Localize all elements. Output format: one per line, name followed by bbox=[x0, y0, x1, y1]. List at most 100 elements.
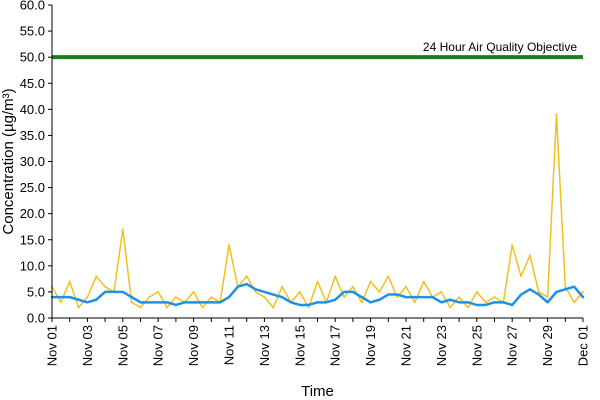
data-point bbox=[113, 291, 115, 293]
data-point bbox=[555, 291, 558, 293]
x-tick-label: Nov 01 bbox=[45, 325, 60, 366]
data-point bbox=[387, 293, 390, 296]
data-point bbox=[95, 275, 98, 278]
y-axis-title: Concentration (µg/m³) bbox=[0, 88, 17, 234]
data-point bbox=[573, 285, 576, 288]
y-tick-label: 10.0 bbox=[20, 258, 45, 273]
data-point bbox=[511, 304, 514, 306]
y-tick-label: 45.0 bbox=[20, 76, 45, 91]
x-tick-label: Nov 07 bbox=[151, 325, 166, 366]
data-point bbox=[325, 301, 328, 304]
data-point bbox=[334, 298, 337, 301]
data-point bbox=[582, 296, 584, 299]
data-point bbox=[573, 301, 576, 304]
data-point bbox=[130, 296, 133, 299]
data-point bbox=[564, 285, 567, 288]
data-point bbox=[192, 301, 195, 304]
data-point bbox=[316, 301, 319, 304]
data-point bbox=[272, 293, 275, 296]
data-point bbox=[175, 296, 177, 299]
data-point bbox=[422, 296, 425, 299]
data-point bbox=[449, 298, 452, 301]
data-point bbox=[546, 301, 549, 304]
y-tick-label: 15.0 bbox=[20, 232, 45, 247]
data-point bbox=[166, 301, 168, 304]
data-point bbox=[228, 244, 230, 246]
data-point bbox=[555, 113, 558, 116]
data-point bbox=[104, 291, 106, 293]
data-point bbox=[166, 306, 168, 309]
y-tick-label: 60.0 bbox=[20, 0, 45, 13]
data-point bbox=[493, 301, 496, 304]
x-tick-label: Nov 25 bbox=[469, 325, 484, 366]
x-tick-label: Nov 09 bbox=[186, 325, 201, 366]
data-point bbox=[228, 296, 230, 299]
data-point bbox=[121, 228, 124, 231]
data-point bbox=[343, 291, 345, 293]
data-point bbox=[529, 254, 531, 257]
data-point bbox=[254, 288, 257, 291]
data-point bbox=[334, 275, 337, 278]
data-point bbox=[405, 296, 407, 299]
data-point bbox=[413, 301, 416, 304]
data-point bbox=[467, 301, 469, 304]
data-point bbox=[369, 301, 372, 304]
x-axis-title: Time bbox=[301, 383, 334, 400]
data-point bbox=[272, 306, 275, 309]
data-point bbox=[352, 285, 354, 288]
data-point bbox=[157, 301, 160, 304]
data-point bbox=[405, 285, 407, 288]
data-point bbox=[396, 293, 399, 296]
data-point bbox=[263, 291, 266, 293]
data-point bbox=[467, 306, 469, 309]
reference-line-group: 24 Hour Air Quality Objective bbox=[52, 40, 583, 60]
x-tick-label: Dec 01 bbox=[576, 325, 591, 366]
hourly-series bbox=[51, 113, 584, 309]
data-point bbox=[148, 296, 151, 299]
data-point bbox=[157, 291, 160, 293]
series-line bbox=[51, 113, 584, 309]
data-point bbox=[121, 291, 124, 293]
data-point bbox=[281, 285, 283, 288]
data-point bbox=[86, 296, 89, 299]
data-point bbox=[86, 301, 89, 304]
data-point bbox=[502, 301, 505, 304]
data-point bbox=[378, 291, 381, 293]
data-point bbox=[139, 301, 142, 304]
data-point bbox=[210, 301, 213, 304]
data-point bbox=[236, 285, 239, 288]
x-tick-label: Nov 27 bbox=[505, 325, 520, 366]
data-point bbox=[343, 296, 345, 299]
x-tick-label: Nov 15 bbox=[292, 325, 307, 366]
data-point bbox=[449, 306, 452, 309]
y-tick-label: 30.0 bbox=[20, 154, 45, 169]
x-tick-label: Nov 23 bbox=[434, 325, 449, 366]
data-point bbox=[298, 304, 301, 306]
x-tick-label: Nov 19 bbox=[363, 325, 378, 366]
data-point bbox=[537, 293, 540, 296]
data-point bbox=[360, 296, 363, 299]
data-point bbox=[245, 275, 248, 278]
data-point bbox=[537, 291, 540, 293]
y-axis-ticks: 0.0 5.0 10.0 15.0 20.0 25.0 30.0 35.0 40.0 45.0 50… bbox=[20, 0, 52, 326]
series-group bbox=[50, 113, 585, 309]
data-point bbox=[316, 280, 319, 283]
x-tick-label: Nov 11 bbox=[222, 325, 237, 365]
y-tick-label: 40.0 bbox=[20, 102, 45, 117]
data-point bbox=[307, 304, 310, 306]
data-point bbox=[484, 301, 487, 304]
data-point bbox=[104, 285, 106, 288]
data-point bbox=[68, 296, 71, 299]
data-point bbox=[263, 296, 266, 299]
data-point bbox=[511, 244, 514, 246]
data-point bbox=[529, 288, 531, 291]
data-point bbox=[440, 301, 443, 304]
data-point bbox=[59, 296, 62, 299]
data-point bbox=[431, 296, 434, 299]
data-point bbox=[493, 296, 496, 299]
data-point bbox=[352, 291, 354, 293]
data-point bbox=[564, 288, 567, 291]
data-point bbox=[77, 298, 80, 301]
